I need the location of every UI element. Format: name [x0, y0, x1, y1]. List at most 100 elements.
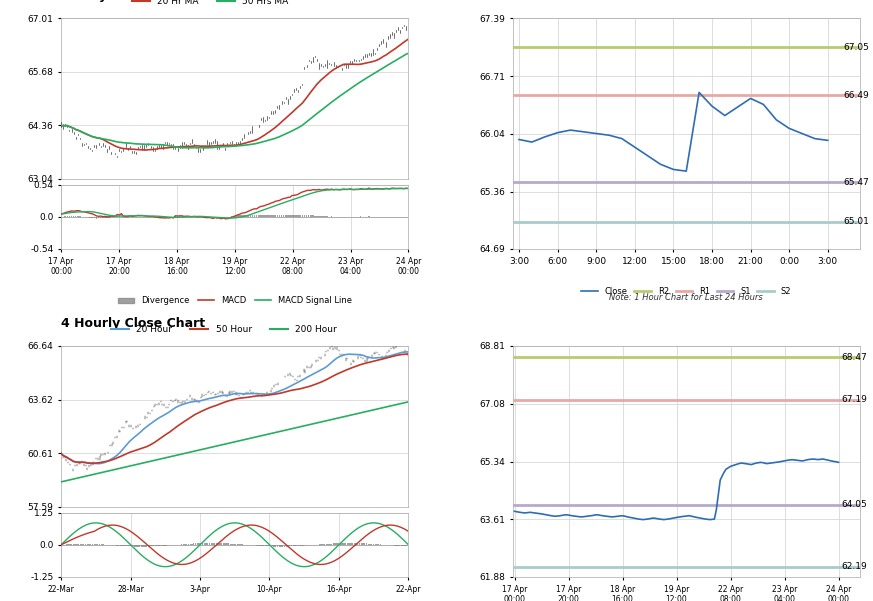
Bar [312, 215, 313, 217]
Bar [359, 543, 361, 545]
Bar [85, 544, 86, 545]
Bar [233, 544, 235, 545]
Bar [77, 216, 79, 217]
Bar [298, 215, 299, 217]
Bar [93, 544, 95, 545]
Bar [364, 543, 366, 545]
Bar [153, 545, 155, 546]
Bar [408, 545, 409, 546]
Bar [207, 543, 209, 545]
Bar [369, 544, 371, 545]
Bar [263, 545, 265, 546]
Bar [316, 216, 318, 217]
Bar [352, 543, 354, 545]
Text: 67.05: 67.05 [843, 43, 869, 52]
Bar [331, 543, 333, 545]
Bar [361, 543, 362, 545]
Bar [195, 543, 196, 545]
Bar [404, 545, 406, 546]
Bar [137, 545, 139, 546]
Bar [399, 545, 401, 546]
Bar [163, 545, 165, 546]
Bar [123, 545, 125, 546]
Bar [139, 545, 141, 546]
Bar [285, 545, 287, 546]
Bar [69, 216, 70, 217]
Bar [306, 545, 308, 546]
Bar [268, 545, 270, 546]
Bar [362, 543, 364, 545]
Bar [268, 215, 270, 217]
Bar [406, 545, 408, 546]
Bar [221, 543, 223, 545]
Bar [88, 544, 90, 545]
Bar [237, 215, 238, 217]
Text: 66.49: 66.49 [843, 91, 869, 100]
Bar [343, 543, 345, 545]
Bar [132, 545, 134, 546]
Bar [258, 545, 259, 546]
Bar [284, 545, 285, 546]
Bar [196, 543, 198, 545]
Bar [287, 545, 289, 546]
Bar [176, 216, 178, 217]
Bar [128, 545, 130, 546]
Bar [262, 215, 264, 217]
Bar [324, 544, 326, 545]
Bar [151, 545, 153, 546]
Bar [146, 545, 148, 546]
Bar [289, 215, 291, 217]
Bar [289, 545, 291, 546]
Bar [135, 545, 137, 546]
Bar [93, 217, 95, 218]
Bar [102, 217, 104, 218]
Bar [305, 545, 306, 546]
Bar [216, 543, 217, 545]
Bar [74, 544, 76, 545]
Bar [371, 544, 373, 545]
Bar [281, 215, 282, 217]
Bar [158, 545, 160, 546]
Bar [338, 543, 340, 545]
Bar [226, 543, 228, 545]
Bar [261, 545, 263, 546]
Bar [81, 544, 83, 545]
Bar [345, 543, 347, 545]
Bar [130, 545, 132, 546]
Bar [254, 215, 255, 217]
Bar [254, 545, 256, 546]
Bar [301, 545, 303, 546]
Bar [322, 544, 324, 545]
Bar [314, 216, 316, 217]
Legend: 20 Hour, 50 Hour, 200 Hour: 20 Hour, 50 Hour, 200 Hour [107, 322, 340, 338]
Bar [247, 215, 249, 217]
Bar [239, 215, 241, 217]
Bar [228, 543, 230, 545]
Bar [217, 543, 219, 545]
Bar [99, 544, 100, 545]
Bar [212, 217, 214, 218]
Bar [293, 215, 295, 217]
Bar [155, 545, 156, 546]
Bar [251, 215, 253, 217]
Bar [375, 544, 376, 545]
Bar [219, 543, 221, 545]
Bar [86, 544, 88, 545]
Bar [259, 545, 261, 546]
Bar [245, 215, 247, 217]
Bar [265, 545, 266, 546]
Bar [148, 545, 149, 546]
Bar [334, 543, 336, 545]
Bar [96, 217, 97, 219]
Bar [347, 543, 348, 545]
Bar [376, 544, 378, 545]
Text: 64.05: 64.05 [842, 500, 867, 509]
Bar [127, 545, 128, 546]
Bar [108, 217, 110, 218]
Bar [327, 544, 329, 545]
Bar [142, 545, 144, 547]
Bar [275, 545, 277, 546]
Text: 62.19: 62.19 [842, 562, 867, 571]
Bar [210, 543, 212, 545]
Bar [202, 543, 203, 545]
